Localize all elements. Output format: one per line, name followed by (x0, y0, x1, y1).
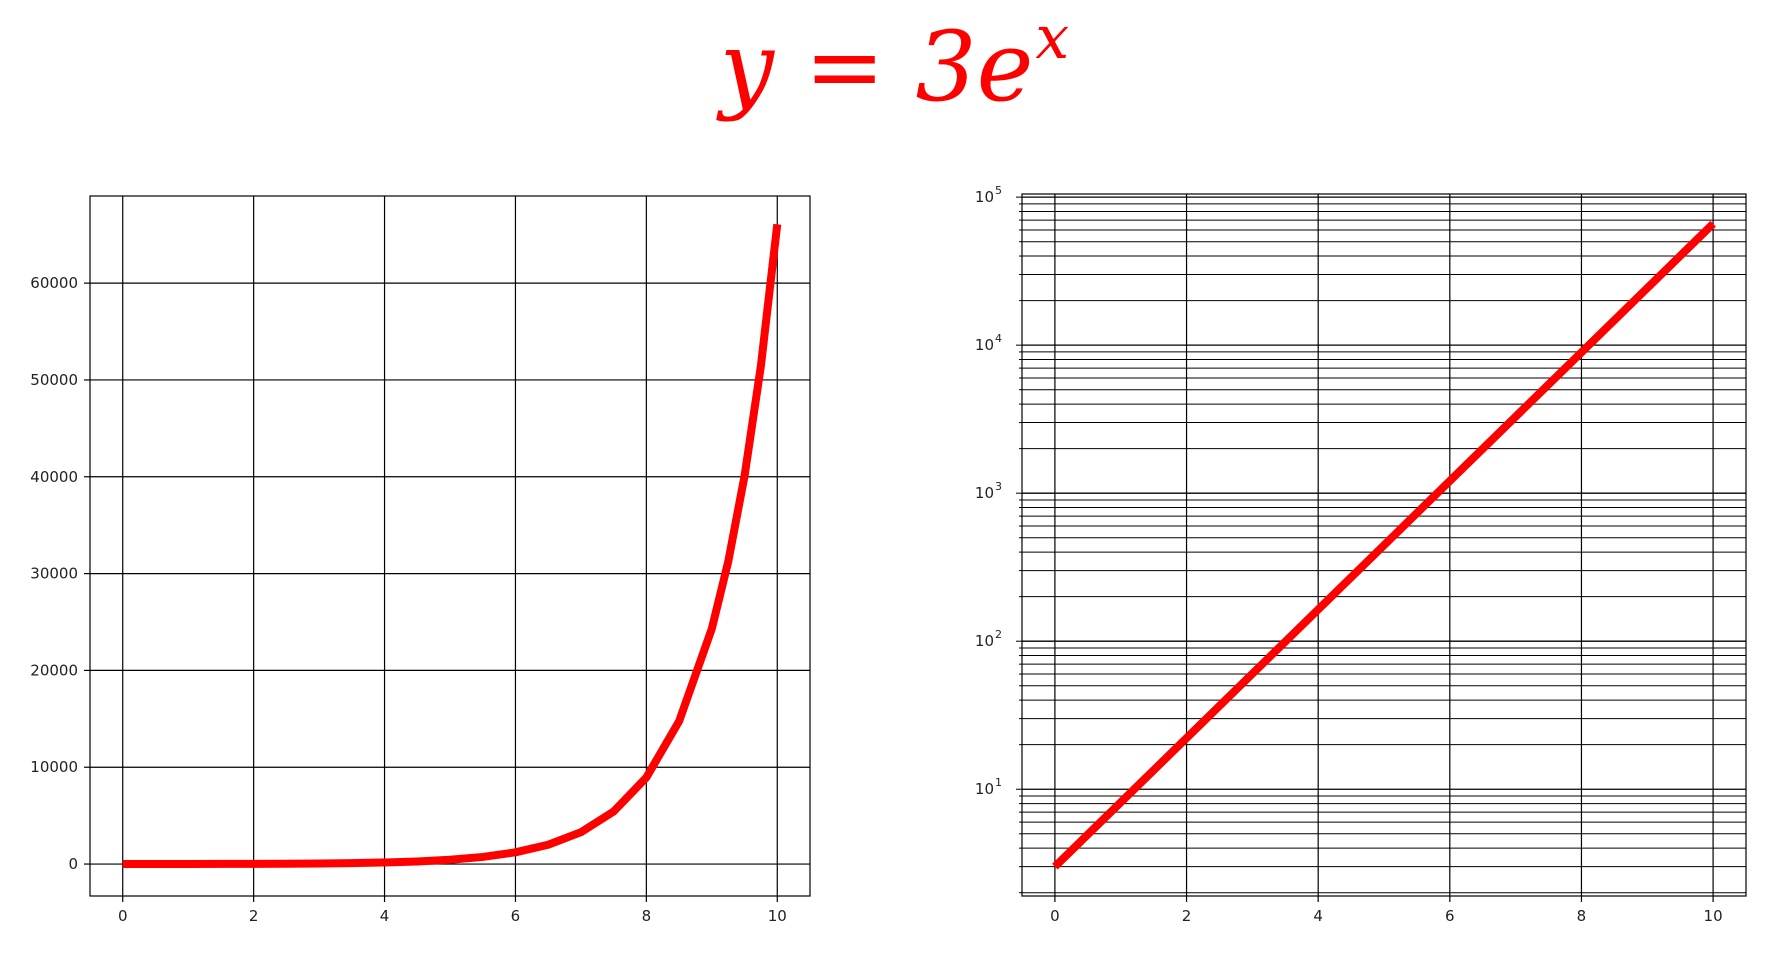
y-tick-label: 60000 (30, 274, 78, 292)
y-tick-label: 10 (975, 780, 994, 798)
y-tick-label: 10000 (30, 758, 78, 776)
y-tick-label: 20000 (30, 661, 78, 679)
y-tick-exponent: 3 (995, 480, 1002, 493)
y-tick-exponent: 4 (995, 332, 1002, 345)
plot-frame (89, 195, 811, 897)
y-tick-label: 50000 (30, 371, 78, 389)
y-tick-label: 0 (68, 855, 78, 873)
linear-chart: 0 2 4 6 8 10 0 10000 20000 30000 40000 50000 60000 (30, 195, 811, 925)
title-base: y = 3e (719, 11, 1034, 123)
y-tick-label: 30000 (30, 565, 78, 583)
x-tick-label: 10 (768, 907, 787, 925)
x-tick-label: 10 (1704, 907, 1723, 925)
plot-frame (1021, 193, 1747, 897)
x-tick-label: 8 (1577, 907, 1587, 925)
y-tick-label: 10 (975, 632, 994, 650)
x-tick-label: 0 (1050, 907, 1060, 925)
y-tick-exponent: 1 (995, 776, 1002, 789)
chart-title: y = 3ex (0, 2, 1789, 145)
series-line (122, 223, 782, 869)
x-tick-label: 8 (642, 907, 652, 925)
y-tick-exponent: 5 (995, 184, 1002, 197)
y-tick-label: 10 (975, 484, 994, 502)
x-tick-label: 2 (1182, 907, 1192, 925)
y-tick-label: 10 (975, 188, 994, 206)
x-tick-label: 4 (380, 907, 390, 925)
x-tick-label: 6 (511, 907, 521, 925)
x-tick-label: 2 (249, 907, 259, 925)
y-tick-exponent: 2 (995, 628, 1002, 641)
title-exponent: x (1035, 3, 1070, 73)
series-line (1052, 220, 1716, 870)
y-tick-label: 40000 (30, 468, 78, 486)
y-tick-label: 10 (975, 336, 994, 354)
x-tick-label: 6 (1445, 907, 1455, 925)
x-tick-label: 0 (118, 907, 128, 925)
x-tick-label: 4 (1313, 907, 1323, 925)
